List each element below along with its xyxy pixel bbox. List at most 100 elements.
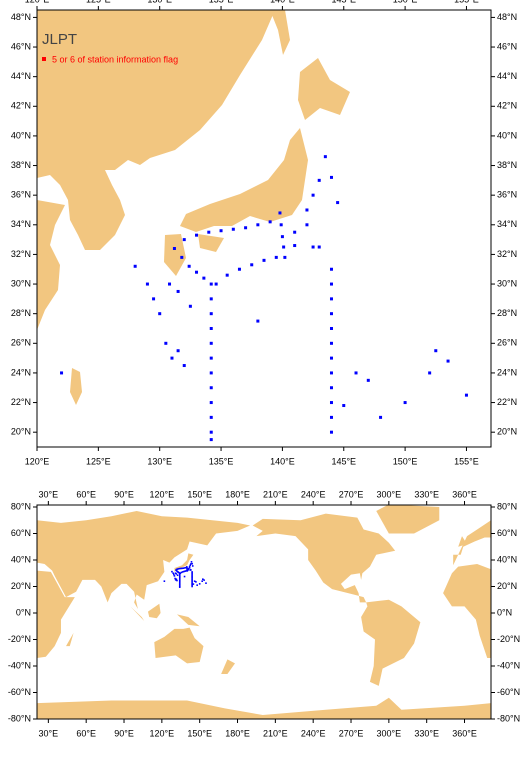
- y-tick-label: -60°N: [497, 687, 520, 697]
- x-tick-label: 125°E: [86, 456, 111, 466]
- x-tick-label: 125°E: [86, 0, 111, 4]
- station: [176, 568, 178, 571]
- station: [182, 364, 186, 368]
- station: [262, 258, 266, 262]
- station: [329, 297, 333, 301]
- station: [244, 226, 248, 230]
- station: [366, 378, 370, 382]
- station: [189, 564, 192, 567]
- station: [191, 583, 193, 585]
- station: [180, 255, 184, 259]
- x-tick-label: 180°E: [225, 728, 250, 738]
- station: [181, 567, 183, 570]
- station: [186, 567, 188, 569]
- station: [305, 223, 309, 227]
- x-tick-label: 90°E: [114, 489, 134, 499]
- station: [207, 230, 211, 234]
- station: [203, 579, 205, 581]
- station: [178, 581, 181, 584]
- land: [453, 520, 491, 566]
- station: [329, 401, 333, 405]
- station: [175, 573, 178, 575]
- x-tick-label: 240°E: [301, 728, 326, 738]
- station: [191, 577, 193, 580]
- station: [342, 404, 346, 408]
- y-tick-label: 42°N: [497, 101, 517, 111]
- station: [293, 230, 297, 234]
- station: [188, 304, 192, 308]
- y-tick-label: 22°N: [497, 397, 517, 407]
- x-tick-label: 300°E: [377, 489, 402, 499]
- station: [193, 580, 196, 582]
- y-tick-label: 0°N: [497, 607, 512, 617]
- x-tick-label: 180°E: [225, 489, 250, 499]
- y-tick-label: 80°N: [11, 501, 31, 511]
- land: [458, 536, 468, 547]
- station: [179, 567, 182, 570]
- station: [280, 235, 284, 239]
- y-tick-label: 40°N: [11, 130, 31, 140]
- station: [209, 386, 213, 390]
- y-tick-label: 24°N: [11, 367, 31, 377]
- station: [329, 175, 333, 179]
- x-tick-label: 300°E: [377, 728, 402, 738]
- station: [172, 246, 176, 250]
- x-tick-label: 150°E: [393, 456, 418, 466]
- station: [177, 568, 180, 570]
- x-tick-label: 330°E: [414, 489, 439, 499]
- y-tick-label: 26°N: [11, 338, 31, 348]
- station: [428, 371, 432, 375]
- station: [173, 573, 175, 576]
- station: [187, 264, 191, 268]
- land: [252, 513, 396, 603]
- station: [168, 282, 172, 286]
- station: [278, 211, 282, 215]
- station: [329, 386, 333, 390]
- station: [60, 371, 64, 375]
- station: [323, 155, 327, 159]
- station: [209, 312, 213, 316]
- station: [256, 319, 260, 323]
- x-tick-label: 145°E: [331, 0, 356, 4]
- station: [209, 430, 213, 434]
- y-tick-label: 48°N: [11, 12, 31, 22]
- y-tick-label: 42°N: [11, 101, 31, 111]
- station: [133, 264, 137, 268]
- station: [188, 565, 191, 568]
- x-tick-label: 135°E: [209, 0, 234, 4]
- y-tick-label: -20°N: [497, 634, 520, 644]
- land: [221, 659, 235, 674]
- station: [317, 245, 321, 249]
- station: [191, 565, 194, 567]
- station: [185, 566, 187, 569]
- station: [178, 567, 181, 570]
- x-tick-label: 150°E: [393, 0, 418, 4]
- y-tick-label: 28°N: [497, 308, 517, 318]
- station: [173, 575, 176, 577]
- station: [158, 312, 162, 316]
- station: [176, 579, 178, 582]
- y-tick-label: 60°N: [497, 528, 517, 538]
- station: [186, 570, 189, 572]
- station: [175, 578, 178, 581]
- x-tick-label: 270°E: [339, 728, 364, 738]
- x-tick-label: 140°E: [270, 0, 295, 4]
- station: [180, 571, 183, 574]
- station: [192, 583, 195, 585]
- station: [145, 282, 149, 286]
- station: [179, 572, 182, 575]
- x-tick-label: 210°E: [263, 489, 288, 499]
- land: [66, 632, 74, 647]
- station: [191, 584, 193, 586]
- y-tick-label: 22°N: [11, 397, 31, 407]
- y-tick-label: 32°N: [497, 249, 517, 259]
- y-tick-label: 32°N: [11, 249, 31, 259]
- station: [403, 401, 407, 405]
- station: [317, 178, 321, 182]
- station: [209, 438, 213, 442]
- x-tick-label: 120°E: [150, 728, 175, 738]
- x-tick-label: 120°E: [25, 456, 50, 466]
- station: [202, 578, 204, 581]
- station: [311, 245, 315, 249]
- station: [186, 568, 188, 570]
